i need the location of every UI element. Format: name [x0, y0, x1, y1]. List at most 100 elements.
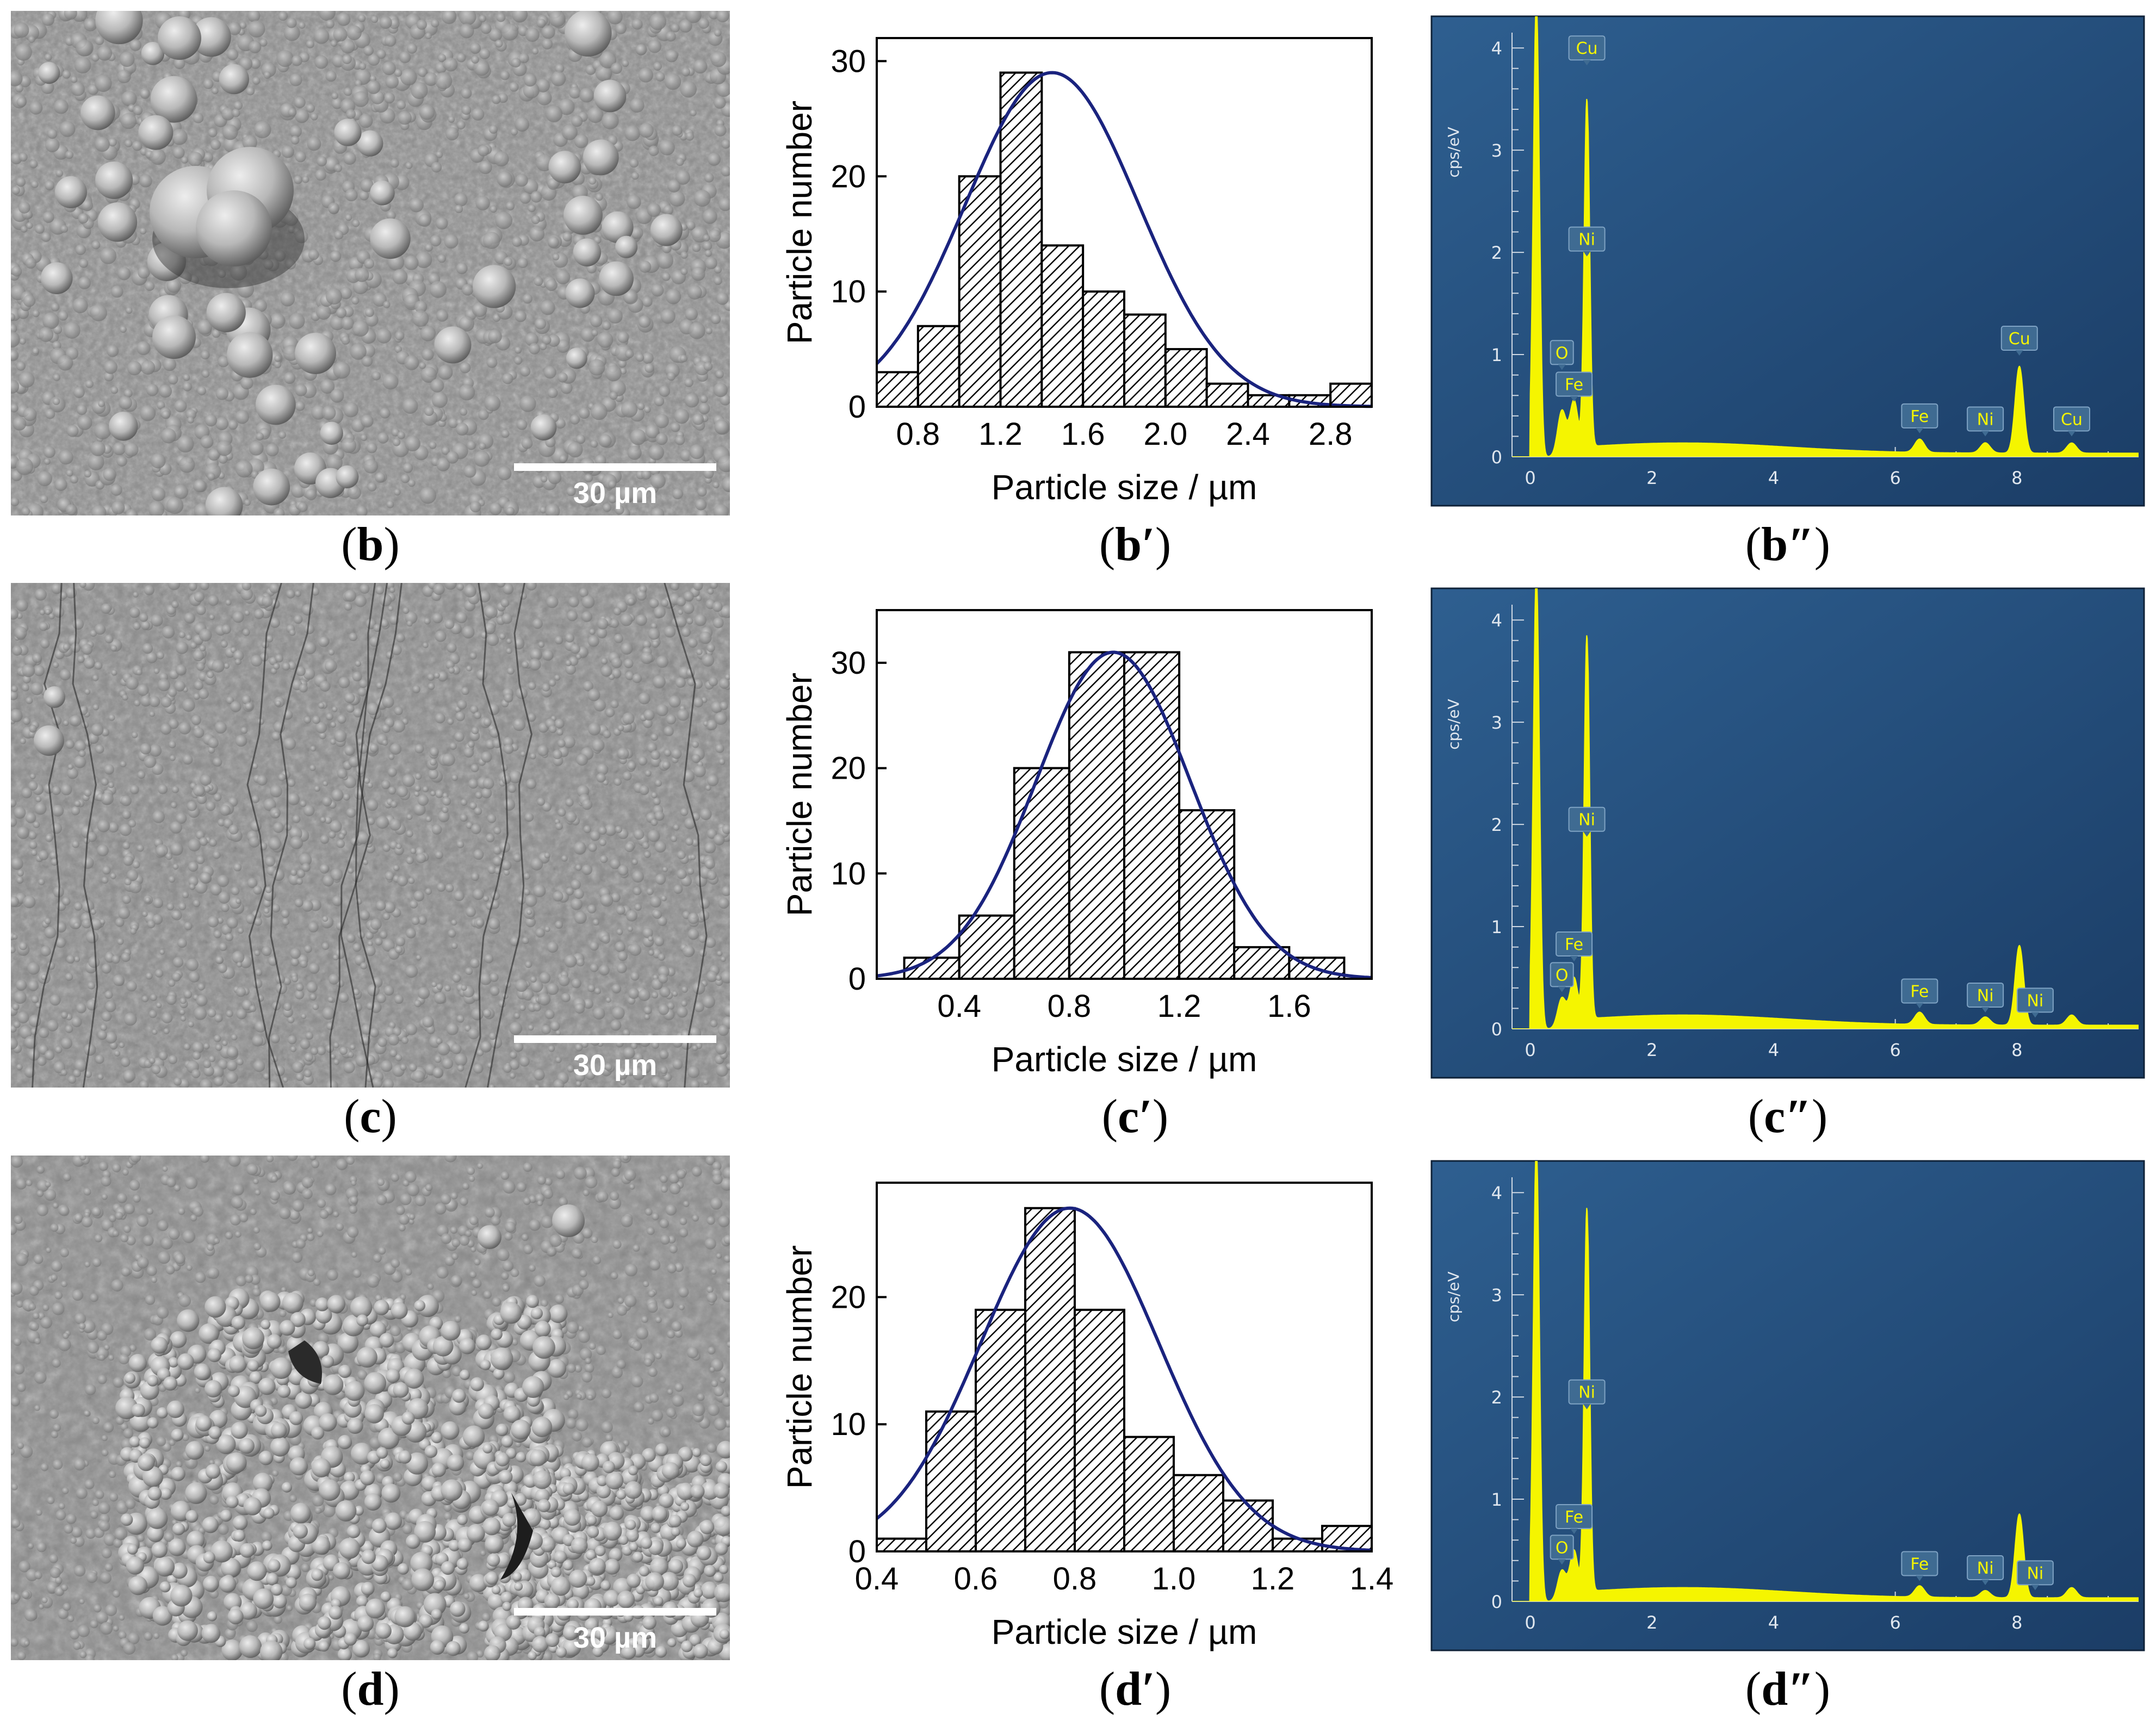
y-tick-label: 0: [848, 1534, 866, 1569]
eds-peak-label: Fe: [1556, 1504, 1593, 1534]
histogram-bar: [1123, 651, 1181, 980]
eds-peak-label: Fe: [1901, 1551, 1938, 1581]
eds-y-axis-label: cps/eV: [1445, 699, 1463, 750]
eds-y-axis-label: cps/eV: [1445, 127, 1463, 178]
panel-label-d-sem_label: (d): [341, 1663, 400, 1716]
scale-bar-d: [514, 1608, 716, 1616]
eds-y-tick-label: 4: [1491, 1183, 1502, 1203]
histogram-bar: [1173, 1474, 1224, 1552]
gaussian-fit-line: [875, 71, 1372, 408]
eds-y-tick-label: 2: [1491, 243, 1502, 263]
x-tick-label: 1.6: [1267, 989, 1311, 1024]
eds-peak-label: Cu: [2053, 406, 2090, 437]
x-tick-label: 0.8: [896, 417, 940, 452]
eds-y-tick-label: 0: [1491, 1019, 1502, 1040]
gaussian-fit-line: [876, 1206, 1372, 1552]
y-tick-label: 30: [831, 44, 866, 79]
eds-x-tick-label: 8: [2011, 1040, 2022, 1060]
eds-x-tick-label: 8: [2011, 1612, 2022, 1633]
eds-x-tick-label: 6: [1889, 1040, 1900, 1060]
panel-label-b-sem_label: (b): [341, 518, 400, 571]
eds-y-tick-label: 0: [1491, 447, 1502, 468]
eds-spectrum-area: [1512, 588, 2139, 1029]
histogram-bar: [876, 371, 919, 408]
panel-label-c-eds_label: (c″): [1748, 1090, 1827, 1143]
histogram-bar: [1329, 382, 1373, 408]
eds-peak-label: Cu: [2000, 325, 2038, 356]
histogram-frame: [876, 609, 1373, 980]
x-tick-label: 0.4: [937, 989, 981, 1024]
x-tick-label: 0.8: [1053, 1561, 1097, 1597]
panel-label-b-hist_label: (b′): [1099, 518, 1171, 571]
eds-peak-label: Ni: [2016, 1560, 2054, 1591]
eds-x-tick-label: 4: [1768, 468, 1779, 488]
y-tick-label: 0: [848, 389, 866, 425]
x-tick-label: 1.2: [1157, 989, 1201, 1024]
panel-label-b-eds_label: (b″): [1745, 518, 1830, 571]
histogram-bar: [1222, 1499, 1274, 1552]
histogram-bar: [1233, 946, 1291, 980]
sem-image-c: 30 µm: [11, 583, 730, 1088]
y-tick-label: 20: [831, 1279, 866, 1315]
histogram-bar: [1074, 1308, 1125, 1553]
eds-x-tick-label: 2: [1646, 1612, 1657, 1633]
eds-y-tick-label: 0: [1491, 1592, 1502, 1612]
eds-y-tick-label: 2: [1491, 815, 1502, 835]
histogram-bar: [1123, 313, 1167, 408]
x-tick-label: 1.6: [1061, 417, 1105, 452]
eds-y-tick-label: 4: [1491, 610, 1502, 631]
histogram-bar: [958, 175, 1002, 408]
histogram-c: 0.4 0.8 1.2 1.6 0 10 20 30 Particle size / µm Par…: [780, 609, 1373, 1079]
histogram-bar: [1178, 809, 1236, 980]
y-tick-label: 0: [848, 961, 866, 997]
eds-peak-label: Fe: [1556, 371, 1593, 402]
eds-peak-label: Ni: [1967, 982, 2004, 1013]
histogram-bar: [1040, 244, 1085, 408]
panel-label-d-hist_label: (d′): [1099, 1663, 1171, 1716]
eds-x-tick-label: 4: [1768, 1612, 1779, 1633]
eds-x-tick-label: 6: [1889, 468, 1900, 488]
histogram-bar: [1068, 651, 1126, 980]
eds-peak-label: O: [1550, 1535, 1574, 1565]
y-axis-label: Particle number: [780, 1245, 819, 1489]
eds-x-tick-label: 8: [2011, 468, 2022, 488]
eds-peak-label: Ni: [1967, 1555, 2004, 1585]
histogram-bar: [999, 71, 1043, 408]
x-tick-label: 0.4: [855, 1561, 899, 1597]
x-tick-label: 0.8: [1048, 989, 1092, 1024]
eds-peak-label: Ni: [1568, 226, 1606, 257]
eds-y-tick-label: 1: [1491, 345, 1502, 365]
x-tick-label: 2.8: [1309, 417, 1353, 452]
histogram-d: 0.4 0.6 0.8 1.0 1.2 1.4 0 10 20 Particle size / µ…: [780, 1182, 1393, 1651]
eds-spectrum-area: [1512, 1161, 2139, 1601]
eds-peak-label: Ni: [1568, 1379, 1606, 1409]
eds-peak-label: O: [1550, 340, 1574, 370]
eds-y-tick-label: 2: [1491, 1387, 1502, 1408]
x-tick-label: 2.4: [1226, 417, 1270, 452]
x-axis-label: Particle size / µm: [992, 1612, 1257, 1651]
eds-peak-label: O: [1550, 962, 1574, 992]
panel-label-c-hist_label: (c′): [1102, 1090, 1168, 1143]
eds-y-axis-label: cps/eV: [1445, 1271, 1463, 1322]
x-tick-label: 1.0: [1152, 1561, 1196, 1597]
histogram-bar: [1024, 1207, 1076, 1552]
eds-y-tick-label: 3: [1491, 140, 1502, 161]
histogram-b: 0.8 1.2 1.6 2.0 2.4 2.8 0 10 20 30 Particle size /…: [780, 37, 1373, 507]
eds-x-tick-label: 6: [1889, 1612, 1900, 1633]
y-tick-label: 20: [831, 159, 866, 194]
histogram-bar: [1164, 348, 1208, 408]
scale-bar-label-d: 30 µm: [573, 1622, 657, 1654]
eds-y-tick-label: 3: [1491, 712, 1502, 733]
histogram-bar: [1123, 1436, 1175, 1552]
gaussian-fit-line: [876, 650, 1372, 979]
sem-image-d: 30 µm: [11, 1156, 730, 1660]
histogram-bar: [1205, 382, 1249, 408]
eds-peak-label: Fe: [1901, 978, 1938, 1009]
y-tick-label: 20: [831, 751, 866, 786]
eds-spectrum-area: [1512, 16, 2139, 457]
histogram-frame: [876, 37, 1373, 408]
